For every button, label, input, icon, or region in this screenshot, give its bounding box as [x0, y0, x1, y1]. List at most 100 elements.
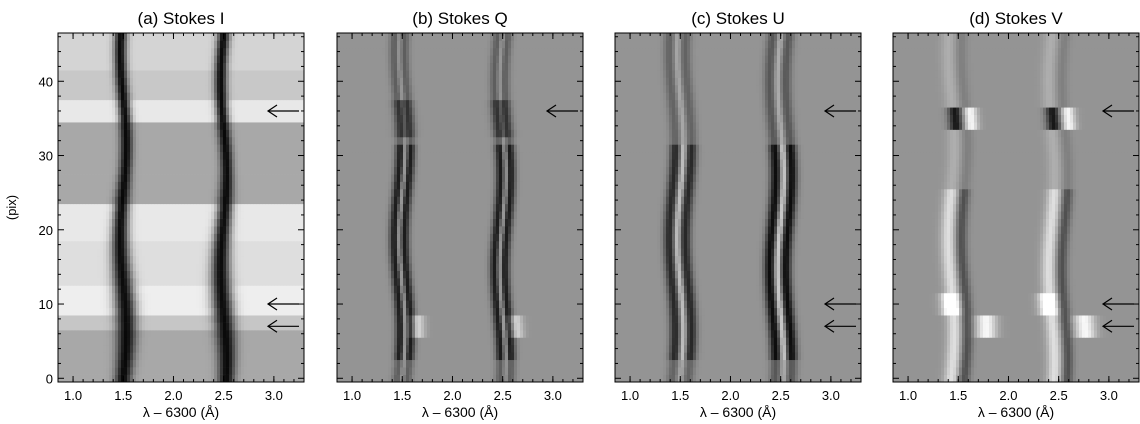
heatmap-cell — [160, 367, 163, 375]
heatmap-cell — [178, 152, 181, 160]
heatmap-cell — [250, 92, 253, 100]
heatmap-cell — [277, 233, 280, 241]
heatmap-cell — [352, 293, 355, 301]
heatmap-cell — [235, 241, 238, 249]
heatmap-cell — [199, 115, 202, 123]
heatmap-cell — [205, 300, 208, 308]
heatmap-cell — [85, 115, 88, 123]
heatmap-cell — [469, 315, 472, 323]
heatmap-cell — [226, 48, 229, 56]
heatmap-cell — [526, 315, 529, 323]
heatmap-cell — [223, 78, 226, 86]
heatmap-cell — [211, 130, 214, 138]
heatmap-cell — [271, 285, 274, 293]
heatmap-cell — [508, 315, 511, 323]
heatmap-cell — [544, 375, 547, 383]
heatmap-cell — [292, 219, 295, 227]
heatmap-cell — [196, 248, 199, 256]
heatmap-cell — [382, 337, 385, 345]
heatmap-cell — [64, 159, 67, 167]
heatmap-cell — [196, 293, 199, 301]
heatmap-cell — [541, 323, 544, 331]
heatmap-cell — [121, 92, 124, 100]
heatmap-cell — [121, 330, 124, 338]
heatmap-cell — [397, 293, 400, 301]
heatmap-cell — [145, 300, 148, 308]
heatmap-cell — [259, 219, 262, 227]
heatmap-cell — [133, 78, 136, 86]
heatmap-cell — [193, 300, 196, 308]
heatmap-cell — [133, 152, 136, 160]
heatmap-cell — [388, 345, 391, 353]
heatmap-cell — [94, 122, 97, 130]
heatmap-cell — [94, 167, 97, 175]
heatmap-cell — [163, 107, 166, 115]
heatmap-cell — [151, 285, 154, 293]
heatmap-cell — [220, 100, 223, 108]
heatmap-cell — [181, 293, 184, 301]
heatmap-cell — [412, 330, 415, 338]
heatmap-cell — [217, 130, 220, 138]
heatmap-cell — [232, 85, 235, 93]
heatmap-cell — [160, 337, 163, 345]
heatmap-cell — [205, 40, 208, 48]
heatmap-cell — [130, 241, 133, 249]
heatmap-cell — [367, 308, 370, 316]
heatmap-cell — [202, 300, 205, 308]
heatmap-cell — [223, 70, 226, 78]
heatmap-cell — [82, 107, 85, 115]
heatmap-cell — [112, 85, 115, 93]
heatmap-cell — [271, 63, 274, 71]
heatmap-cell — [532, 352, 535, 360]
heatmap-cell — [130, 122, 133, 130]
heatmap-cell — [265, 204, 268, 212]
heatmap-cell — [274, 285, 277, 293]
heatmap-cell — [112, 233, 115, 241]
heatmap-cell — [241, 293, 244, 301]
heatmap-cell — [244, 33, 247, 41]
heatmap-cell — [427, 300, 430, 308]
heatmap-cell — [373, 293, 376, 301]
heatmap-cell — [166, 323, 169, 331]
heatmap-cell — [124, 337, 127, 345]
heatmap-cell — [118, 241, 121, 249]
heatmap-cell — [145, 263, 148, 271]
heatmap-cell — [241, 159, 244, 167]
heatmap-cell — [277, 189, 280, 197]
heatmap-cell — [565, 315, 568, 323]
heatmap-cell — [76, 204, 79, 212]
heatmap-cell — [499, 345, 502, 353]
heatmap-cell — [397, 300, 400, 308]
heatmap-cell — [88, 196, 91, 204]
heatmap-cell — [97, 107, 100, 115]
heatmap-cell — [100, 293, 103, 301]
heatmap-cell — [457, 375, 460, 383]
heatmap-cell — [523, 360, 526, 368]
heatmap-cell — [163, 196, 166, 204]
heatmap-cell — [97, 241, 100, 249]
heatmap-cell — [208, 159, 211, 167]
heatmap-cell — [205, 211, 208, 219]
heatmap-cell — [106, 63, 109, 71]
heatmap-cell — [274, 211, 277, 219]
heatmap-cell — [136, 63, 139, 71]
heatmap-cell — [106, 256, 109, 264]
heatmap-cell — [187, 137, 190, 145]
heatmap-cell — [283, 152, 286, 160]
heatmap-cell — [190, 352, 193, 360]
heatmap-cell — [214, 85, 217, 93]
heatmap-cell — [253, 85, 256, 93]
heatmap-cell — [298, 345, 301, 353]
heatmap-cell — [373, 323, 376, 331]
heatmap-cell — [262, 233, 265, 241]
heatmap-cell — [403, 323, 406, 331]
heatmap-cell — [256, 48, 259, 56]
y-tick-label: 30 — [39, 149, 53, 164]
heatmap-cell — [346, 375, 349, 383]
heatmap-cell — [235, 233, 238, 241]
heatmap-cell — [118, 345, 121, 353]
heatmap-cell — [412, 285, 415, 293]
heatmap-cell — [364, 375, 367, 383]
heatmap-cell — [229, 107, 232, 115]
heatmap-cell — [478, 360, 481, 368]
